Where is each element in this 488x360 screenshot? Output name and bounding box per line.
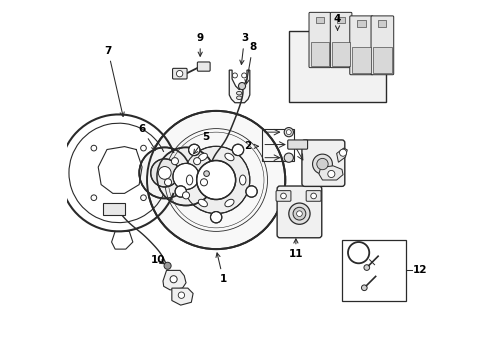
- Text: 8: 8: [244, 42, 256, 84]
- Circle shape: [284, 127, 293, 137]
- Circle shape: [182, 192, 189, 199]
- Circle shape: [292, 207, 305, 220]
- Bar: [262, 129, 293, 161]
- FancyBboxPatch shape: [276, 191, 290, 201]
- Circle shape: [164, 179, 171, 186]
- Text: 11: 11: [288, 239, 303, 260]
- Circle shape: [312, 154, 332, 174]
- Bar: [310, 42, 328, 66]
- Circle shape: [150, 159, 179, 187]
- Ellipse shape: [186, 175, 192, 185]
- Circle shape: [139, 147, 190, 198]
- Circle shape: [245, 186, 257, 197]
- Circle shape: [363, 265, 369, 270]
- Text: 10: 10: [150, 255, 164, 265]
- Bar: [372, 48, 391, 73]
- Polygon shape: [336, 148, 346, 162]
- Polygon shape: [171, 288, 193, 305]
- Text: 6: 6: [138, 123, 155, 150]
- Ellipse shape: [239, 175, 245, 185]
- FancyBboxPatch shape: [277, 186, 321, 238]
- Circle shape: [176, 71, 183, 77]
- Circle shape: [286, 130, 291, 135]
- Polygon shape: [318, 166, 343, 180]
- Bar: [331, 42, 349, 66]
- Text: 5: 5: [193, 132, 209, 154]
- Circle shape: [339, 149, 346, 156]
- Circle shape: [196, 161, 235, 199]
- Text: 12: 12: [412, 265, 427, 275]
- Text: 1: 1: [216, 253, 226, 284]
- Circle shape: [232, 144, 243, 156]
- Circle shape: [158, 167, 171, 179]
- Polygon shape: [229, 70, 249, 103]
- FancyBboxPatch shape: [301, 140, 344, 186]
- Circle shape: [188, 144, 200, 156]
- FancyBboxPatch shape: [103, 203, 125, 215]
- Ellipse shape: [224, 153, 234, 161]
- Circle shape: [193, 158, 200, 165]
- Circle shape: [178, 292, 184, 298]
- Circle shape: [361, 285, 366, 291]
- FancyBboxPatch shape: [172, 68, 187, 79]
- Circle shape: [238, 82, 245, 90]
- Circle shape: [170, 276, 177, 283]
- Circle shape: [241, 73, 246, 78]
- Circle shape: [157, 147, 215, 206]
- Circle shape: [210, 212, 222, 223]
- FancyBboxPatch shape: [349, 16, 372, 75]
- Circle shape: [91, 145, 97, 151]
- Polygon shape: [163, 270, 185, 290]
- Text: 4: 4: [333, 14, 341, 30]
- Ellipse shape: [198, 199, 207, 207]
- Circle shape: [280, 193, 286, 199]
- Bar: [378, 21, 386, 27]
- Bar: [315, 17, 323, 23]
- FancyBboxPatch shape: [305, 191, 321, 201]
- Ellipse shape: [224, 199, 234, 207]
- Bar: [337, 17, 344, 23]
- Circle shape: [91, 195, 97, 201]
- Circle shape: [316, 158, 327, 170]
- Text: 3: 3: [239, 33, 247, 64]
- Circle shape: [171, 158, 178, 165]
- Circle shape: [203, 171, 209, 176]
- Circle shape: [232, 73, 237, 78]
- Bar: [356, 21, 365, 27]
- Circle shape: [284, 153, 293, 162]
- Circle shape: [141, 145, 146, 151]
- Bar: [288, 31, 386, 102]
- Circle shape: [147, 111, 285, 249]
- Bar: [351, 48, 370, 73]
- Circle shape: [175, 186, 186, 197]
- Ellipse shape: [236, 96, 242, 100]
- Circle shape: [296, 211, 302, 216]
- Text: 2: 2: [244, 141, 258, 151]
- Circle shape: [173, 163, 199, 189]
- Ellipse shape: [236, 91, 242, 95]
- Ellipse shape: [198, 153, 207, 161]
- FancyBboxPatch shape: [197, 62, 210, 71]
- Circle shape: [327, 170, 334, 177]
- Circle shape: [182, 146, 249, 214]
- FancyBboxPatch shape: [370, 16, 393, 75]
- Circle shape: [310, 193, 316, 199]
- Circle shape: [163, 262, 171, 269]
- Circle shape: [141, 195, 146, 201]
- Circle shape: [288, 203, 309, 224]
- FancyBboxPatch shape: [308, 12, 330, 68]
- Bar: [341, 240, 405, 301]
- FancyBboxPatch shape: [287, 140, 307, 149]
- Circle shape: [200, 179, 207, 186]
- Text: 9: 9: [196, 33, 203, 56]
- Text: 7: 7: [104, 46, 124, 116]
- FancyBboxPatch shape: [329, 12, 351, 68]
